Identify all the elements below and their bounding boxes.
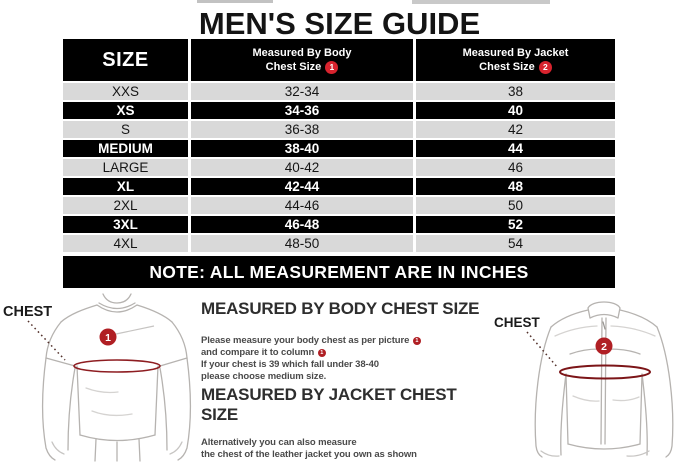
body-chest-illustration: 1 CHEST	[3, 293, 192, 462]
cell-body: 44-46	[191, 197, 413, 214]
table-row: LARGE 40-42 46	[63, 159, 615, 176]
cell-body: 34-36	[191, 102, 413, 119]
col-header-body-line2: Chest Size	[265, 61, 322, 73]
chest-dotted-pointer	[27, 320, 66, 361]
section-body-paragraph: Please measure your body chest as per pi…	[201, 335, 497, 383]
crop-artifact	[412, 0, 550, 4]
cell-size: 3XL	[63, 216, 188, 233]
cell-body: 42-44	[191, 178, 413, 195]
cell-jacket: 38	[416, 83, 615, 100]
badge-2-marker-icon	[595, 337, 613, 355]
badge-1-number: 1	[105, 332, 111, 344]
chest-dotted-pointer	[526, 331, 559, 369]
col-header-size: SIZE	[63, 39, 188, 81]
inline-badge-icon: 1	[317, 349, 326, 357]
cell-size: MEDIUM	[63, 140, 188, 157]
chest-measure-ellipse	[559, 364, 651, 380]
col-header-body-chest: Measured By Body Chest Size 1	[191, 39, 413, 81]
page-title: MEN'S SIZE GUIDE	[198, 6, 481, 41]
instruction-text: the chest of the leather jacket you own …	[201, 449, 417, 460]
instruction-line: Alternatively you can also measure	[201, 437, 497, 449]
cell-size: 2XL	[63, 197, 188, 214]
cell-body: 36-38	[191, 121, 413, 138]
instruction-line: If your chest is 39 which fall under 38-…	[201, 359, 497, 371]
section-jacket-paragraph: Alternatively you can also measure the ch…	[201, 437, 497, 462]
cell-jacket: 52	[416, 216, 615, 233]
cell-jacket: 54	[416, 235, 615, 252]
table-header-row: SIZE Measured By Body Chest Size 1 Measu…	[63, 39, 615, 81]
table-rows: XXS 32-34 38 XS 34-36 40 S 36-38 42 MEDIUM 38-40 44…	[63, 83, 615, 252]
instruction-text: If your chest is 39 which fall under 38-…	[201, 359, 379, 370]
table-row: S 36-38 42	[63, 121, 615, 138]
cell-jacket: 46	[416, 159, 615, 176]
cell-jacket: 48	[416, 178, 615, 195]
cell-size: XXS	[63, 83, 188, 100]
badge-1-marker-icon	[99, 328, 117, 346]
col-header-jacket-line1: Measured By Jacket	[462, 46, 569, 59]
tshirt-outline	[41, 293, 192, 462]
col-header-jacket-line2: Chest Size	[479, 61, 535, 73]
cell-jacket: 40	[416, 102, 615, 119]
cell-body: 32-34	[191, 83, 413, 100]
cell-size: S	[63, 121, 188, 138]
body-chest-label: CHEST	[3, 304, 52, 320]
cell-size: LARGE	[63, 159, 188, 176]
instruction-line: please choose medium size.	[201, 371, 497, 383]
inline-badge-icon: 1	[412, 337, 421, 345]
cell-jacket: 44	[416, 140, 615, 157]
cell-jacket: 50	[416, 197, 615, 214]
size-table: SIZE Measured By Body Chest Size 1 Measu…	[63, 39, 615, 288]
table-row: XXS 32-34 38	[63, 83, 615, 100]
cell-body: 48-50	[191, 235, 413, 252]
cell-size: XL	[63, 178, 188, 195]
jacket-outline	[534, 301, 674, 458]
crop-artifact	[197, 0, 273, 3]
instruction-line: and compare it to column 1	[201, 347, 497, 359]
badge-pointer-line	[115, 325, 155, 335]
chest-measure-ellipse	[73, 359, 161, 373]
jacket-chest-illustration: 2 CHEST	[494, 301, 674, 458]
badge-2-icon: 2	[538, 60, 552, 74]
instruction-text: Please measure your body chest as per pi…	[201, 335, 412, 346]
instruction-text: Alternatively you can also measure	[201, 437, 357, 448]
section-body-heading: MEASURED BY BODY CHEST SIZE	[201, 299, 480, 318]
jacket-chest-label: CHEST	[494, 315, 541, 330]
section-jacket-heading: MEASURED BY JACKET CHEST SIZE	[201, 385, 457, 424]
note-bar: NOTE: ALL MEASUREMENT ARE IN INCHES	[63, 256, 615, 288]
instruction-line: the chest of the leather jacket you own …	[201, 449, 497, 461]
table-row: 3XL 46-48 52	[63, 216, 615, 233]
instructions: MEASURED BY BODY CHEST SIZE Please measu…	[201, 299, 497, 462]
col-header-jacket-chest: Measured By Jacket Chest Size 2	[416, 39, 615, 81]
table-row: XS 34-36 40	[63, 102, 615, 119]
table-row: 4XL 48-50 54	[63, 235, 615, 252]
col-header-body-line1: Measured By Body	[252, 46, 352, 59]
table-row: XL 42-44 48	[63, 178, 615, 195]
cell-body: 40-42	[191, 159, 413, 176]
badge-2-number: 2	[601, 341, 607, 353]
instruction-line: Please measure your body chest as per pi…	[201, 335, 497, 347]
cell-jacket: 42	[416, 121, 615, 138]
table-row: 2XL 44-46 50	[63, 197, 615, 214]
badge-1-icon: 1	[325, 60, 339, 74]
table-row: MEDIUM 38-40 44	[63, 140, 615, 157]
cell-size: XS	[63, 102, 188, 119]
cell-body: 46-48	[191, 216, 413, 233]
cell-size: 4XL	[63, 235, 188, 252]
instruction-text: and compare it to column	[201, 347, 317, 358]
instruction-text: please choose medium size.	[201, 371, 327, 382]
cell-body: 38-40	[191, 140, 413, 157]
